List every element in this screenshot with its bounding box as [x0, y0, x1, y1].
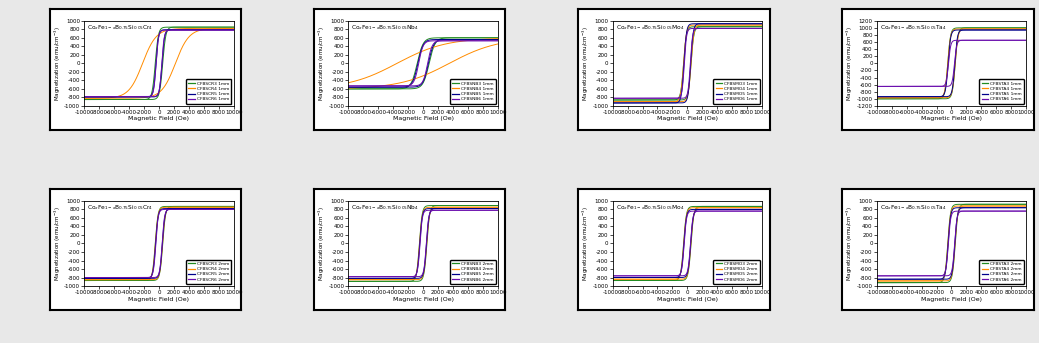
Text: Co$_x$Fe$_{1-x}$B$_{0.75}$Si$_{0.05}$Mo$_4$: Co$_x$Fe$_{1-x}$B$_{0.75}$Si$_{0.05}$Mo$… — [616, 203, 684, 212]
X-axis label: Magnetic Field (Oe): Magnetic Field (Oe) — [393, 297, 454, 301]
Legend: CFBSTA3 2mm, CFBSTA4 2mm, CFBSTA5 2mm, CFBSTA6 2mm: CFBSTA3 2mm, CFBSTA4 2mm, CFBSTA5 2mm, C… — [980, 260, 1023, 284]
Text: Co$_x$Fe$_{1-x}$B$_{0.75}$Si$_{0.05}$Ta$_4$: Co$_x$Fe$_{1-x}$B$_{0.75}$Si$_{0.05}$Ta$… — [880, 203, 947, 212]
Legend: CFBSCR3 1mm, CFBSCR4 1mm, CFBSCR5 1mm, CFBSCR6 1mm: CFBSCR3 1mm, CFBSCR4 1mm, CFBSCR5 1mm, C… — [186, 80, 232, 104]
Legend: CFBSTA3 1mm, CFBSTA4 1mm, CFBSTA5 1mm, CFBSTA6 1mm: CFBSTA3 1mm, CFBSTA4 1mm, CFBSTA5 1mm, C… — [980, 80, 1023, 104]
Text: Co$_x$Fe$_{1-x}$B$_{0.75}$Si$_{0.05}$Ta$_4$: Co$_x$Fe$_{1-x}$B$_{0.75}$Si$_{0.05}$Ta$… — [880, 23, 947, 32]
X-axis label: Magnetic Field (Oe): Magnetic Field (Oe) — [921, 117, 982, 121]
Y-axis label: Magnetization (emu/cm$^{-3}$): Magnetization (emu/cm$^{-3}$) — [845, 206, 855, 281]
X-axis label: Magnetic Field (Oe): Magnetic Field (Oe) — [921, 297, 982, 301]
Y-axis label: Magnetization (emu/cm$^{-3}$): Magnetization (emu/cm$^{-3}$) — [845, 26, 855, 101]
Legend: CFBSNB3 2mm, CFBSNB4 2mm, CFBSNB5 2mm, CFBSNB6 2mm: CFBSNB3 2mm, CFBSNB4 2mm, CFBSNB5 2mm, C… — [450, 260, 496, 284]
X-axis label: Magnetic Field (Oe): Magnetic Field (Oe) — [657, 297, 718, 301]
X-axis label: Magnetic Field (Oe): Magnetic Field (Oe) — [129, 117, 189, 121]
Legend: CFBSMO3 1mm, CFBSMO4 1mm, CFBSMO5 1mm, CFBSMO6 1mm: CFBSMO3 1mm, CFBSMO4 1mm, CFBSMO5 1mm, C… — [714, 80, 760, 104]
X-axis label: Magnetic Field (Oe): Magnetic Field (Oe) — [393, 117, 454, 121]
Y-axis label: Magnetization (emu/cm$^{-3}$): Magnetization (emu/cm$^{-3}$) — [317, 26, 327, 101]
Y-axis label: Magnetization (emu/cm$^{-3}$): Magnetization (emu/cm$^{-3}$) — [317, 206, 327, 281]
Text: Co$_x$Fe$_{1-x}$B$_{0.75}$Si$_{0.05}$Cr$_4$: Co$_x$Fe$_{1-x}$B$_{0.75}$Si$_{0.05}$Cr$… — [87, 203, 154, 212]
Y-axis label: Magnetization (emu/cm$^{-3}$): Magnetization (emu/cm$^{-3}$) — [53, 26, 62, 101]
X-axis label: Magnetic Field (Oe): Magnetic Field (Oe) — [657, 117, 718, 121]
Text: Co$_x$Fe$_{1-x}$B$_{0.75}$Si$_{0.05}$Nb$_4$: Co$_x$Fe$_{1-x}$B$_{0.75}$Si$_{0.05}$Nb$… — [351, 23, 420, 32]
Y-axis label: Magnetization (emu/cm$^{-3}$): Magnetization (emu/cm$^{-3}$) — [53, 206, 62, 281]
Y-axis label: Magnetization (emu/cm$^{-3}$): Magnetization (emu/cm$^{-3}$) — [581, 26, 591, 101]
Legend: CFBSNB3 1mm, CFBSNB4 1mm, CFBSNB5 1mm, CFBSNB6 1mm: CFBSNB3 1mm, CFBSNB4 1mm, CFBSNB5 1mm, C… — [450, 80, 496, 104]
Text: Co$_x$Fe$_{1-x}$B$_{0.75}$Si$_{0.05}$Mo$_4$: Co$_x$Fe$_{1-x}$B$_{0.75}$Si$_{0.05}$Mo$… — [616, 23, 684, 32]
Legend: CFBSMO3 2mm, CFBSMO4 2mm, CFBSMO5 2mm, CFBSMO6 2mm: CFBSMO3 2mm, CFBSMO4 2mm, CFBSMO5 2mm, C… — [714, 260, 760, 284]
Text: Co$_x$Fe$_{1-x}$B$_{0.75}$Si$_{0.05}$Cr$_4$: Co$_x$Fe$_{1-x}$B$_{0.75}$Si$_{0.05}$Cr$… — [87, 23, 154, 32]
Y-axis label: Magnetization (emu/cm$^{-3}$): Magnetization (emu/cm$^{-3}$) — [581, 206, 591, 281]
X-axis label: Magnetic Field (Oe): Magnetic Field (Oe) — [129, 297, 189, 301]
Legend: CFBSCR3 2mm, CFBSCR4 2mm, CFBSCR5 2mm, CFBSCR6 2mm: CFBSCR3 2mm, CFBSCR4 2mm, CFBSCR5 2mm, C… — [186, 260, 232, 284]
Text: Co$_x$Fe$_{1-x}$B$_{0.75}$Si$_{0.05}$Nb$_4$: Co$_x$Fe$_{1-x}$B$_{0.75}$Si$_{0.05}$Nb$… — [351, 203, 420, 212]
